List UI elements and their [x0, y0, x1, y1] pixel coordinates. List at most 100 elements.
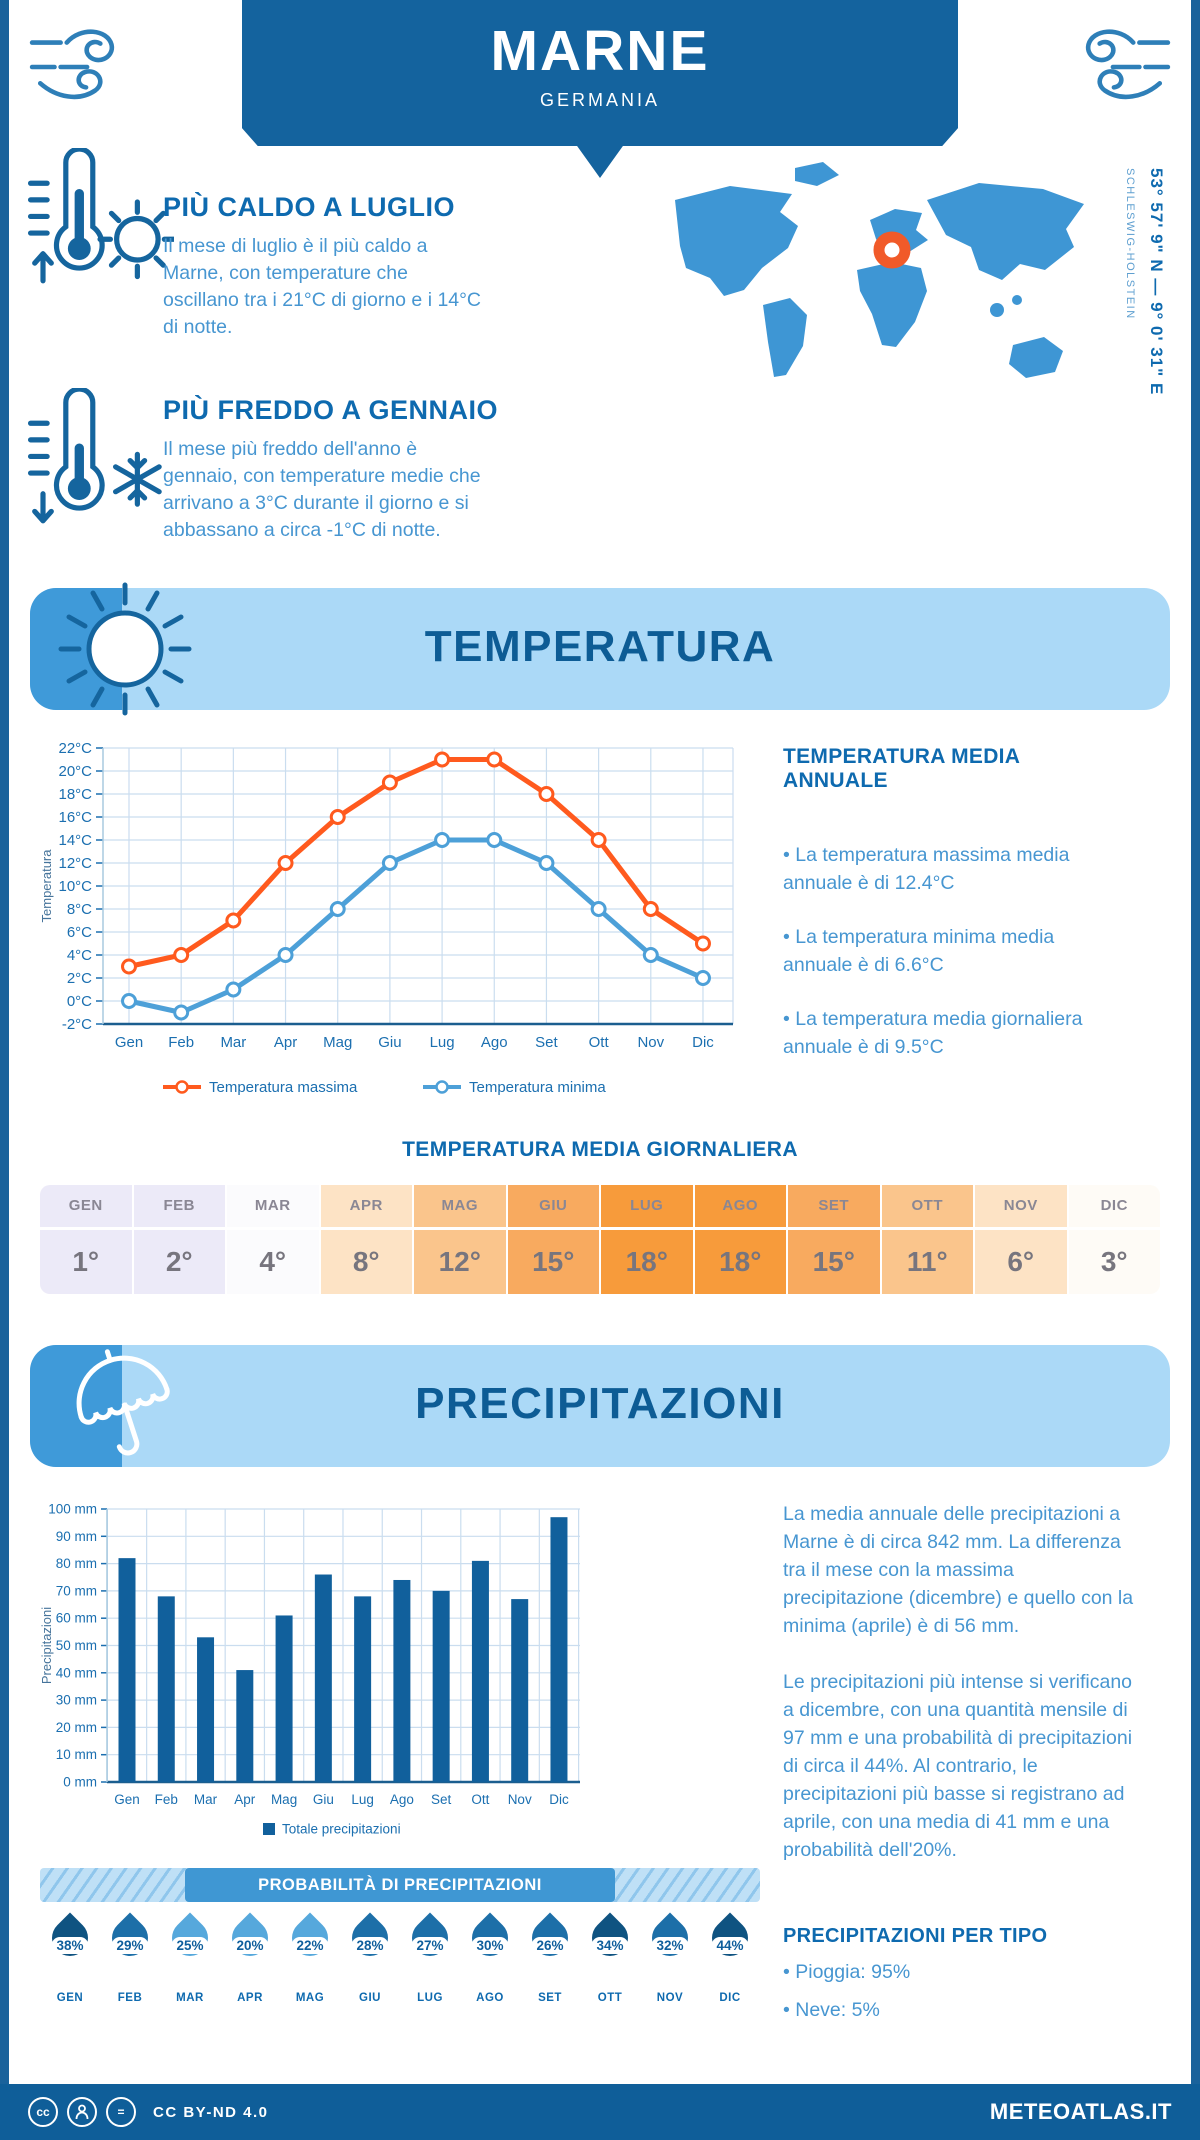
annual-bullet: • La temperatura minima media annuale è …: [783, 926, 1055, 976]
monthly-temperature-table: GEN 1° FEB 2° MAR 4° APR 8° MAG 12° GIU 15° LUG 18° AG…: [40, 1185, 1160, 1294]
svg-text:70 mm: 70 mm: [56, 1583, 97, 1598]
temperature-chart: 22°C 20°C 18°C 16°C 14°C 12°C 10°C 8°C 6°C 4°C 2°C…: [35, 735, 765, 1115]
svg-text:30 mm: 30 mm: [56, 1693, 97, 1708]
probability-percent: 20%: [231, 1937, 269, 1954]
probability-percent: 27%: [411, 1937, 449, 1954]
probability-percent: 34%: [591, 1937, 629, 1954]
svg-text:40 mm: 40 mm: [56, 1665, 97, 1680]
table-temperature-value: 2°: [133, 1230, 225, 1294]
svg-text:Giu: Giu: [313, 1792, 334, 1807]
probability-percent: 22%: [291, 1937, 329, 1954]
table-temperature-value: 12°: [414, 1230, 506, 1294]
table-month-header: SET: [788, 1185, 880, 1227]
svg-text:Mag: Mag: [323, 1034, 352, 1051]
table-month-header: AGO: [694, 1185, 786, 1227]
precipitation-paragraph: La media annuale delle precipitazioni a …: [783, 1503, 1134, 1637]
annual-bullet: • La temperatura massima media annuale è…: [783, 844, 1070, 894]
precipitation-types: PRECIPITAZIONI PER TIPO • Pioggia: 95% •…: [783, 1925, 1123, 2024]
svg-text:16°C: 16°C: [58, 809, 92, 826]
precipitation-section-title: PRECIPITAZIONI: [415, 1379, 785, 1428]
precipitation-section-banner: PRECIPITAZIONI: [30, 1345, 1170, 1467]
svg-text:Gen: Gen: [114, 1792, 140, 1807]
probability-month: MAR: [176, 1992, 204, 2004]
svg-text:4°C: 4°C: [67, 947, 92, 964]
probability-percent: 28%: [351, 1937, 389, 1954]
table-month-header: APR: [320, 1185, 412, 1227]
probability-percent: 30%: [471, 1937, 509, 1954]
footer-bar: cc = CC BY-ND 4.0 METEOATLAS.IT: [0, 2084, 1200, 2140]
probability-month: DIC: [719, 1992, 741, 2004]
annual-bullet: • La temperatura media giornaliera annua…: [783, 1008, 1083, 1058]
probability-percent: 32%: [651, 1937, 689, 1954]
svg-text:60 mm: 60 mm: [56, 1611, 97, 1626]
svg-text:Dic: Dic: [692, 1034, 714, 1051]
svg-text:12°C: 12°C: [58, 855, 92, 872]
temperature-section-title: TEMPERATURA: [424, 622, 776, 671]
svg-text:Gen: Gen: [115, 1034, 143, 1051]
svg-text:Dic: Dic: [549, 1792, 569, 1807]
svg-text:10 mm: 10 mm: [56, 1747, 97, 1762]
table-column: APR 8°: [320, 1185, 412, 1294]
wind-icon: [29, 29, 115, 100]
svg-text:Set: Set: [535, 1034, 558, 1051]
svg-text:22°C: 22°C: [58, 740, 92, 757]
table-column: GEN 1°: [40, 1185, 132, 1294]
sun-rays: [58, 582, 192, 716]
world-map: [675, 162, 1084, 378]
brand-label: METEOATLAS.IT: [989, 2099, 1172, 2124]
map-region-label: SCHLESWIG-HOLSTEIN: [1124, 168, 1136, 320]
svg-text:Ago: Ago: [481, 1034, 508, 1051]
table-temperature-value: 8°: [320, 1230, 412, 1294]
attribution-person-icon: [67, 2097, 97, 2127]
cc-icon: cc: [28, 2097, 58, 2127]
probability-item: 38% GEN: [40, 1910, 100, 2020]
svg-text:90 mm: 90 mm: [56, 1529, 97, 1544]
probability-item: 22% MAG: [280, 1910, 340, 2020]
table-column: AGO 18°: [694, 1185, 786, 1294]
probability-item: 26% SET: [520, 1910, 580, 2020]
svg-text:Nov: Nov: [508, 1792, 532, 1807]
table-temperature-value: 18°: [694, 1230, 786, 1294]
highlight-cold-text: Il mese più freddo dell'anno è gennaio, …: [163, 438, 481, 541]
probability-month: SET: [538, 1992, 562, 2004]
highlight-warm-title: PIÙ CALDO A LUGLIO: [163, 192, 455, 222]
page-title: MARNE: [490, 19, 710, 83]
probability-percent: 25%: [171, 1937, 209, 1954]
license-group: cc = CC BY-ND 4.0: [28, 2084, 269, 2140]
svg-text:80 mm: 80 mm: [56, 1556, 97, 1571]
wind-icon: [1085, 29, 1171, 100]
umbrella-icon: [76, 1349, 170, 1456]
highlight-cold-title: PIÙ FREDDO A GENNAIO: [163, 395, 499, 425]
table-temperature-value: 4°: [227, 1230, 319, 1294]
table-temperature-value: 3°: [1068, 1230, 1160, 1294]
svg-text:20°C: 20°C: [58, 763, 92, 780]
table-column: OTT 11°: [881, 1185, 973, 1294]
svg-text:Mar: Mar: [194, 1792, 218, 1807]
svg-text:50 mm: 50 mm: [56, 1638, 97, 1653]
probability-month: AGO: [476, 1992, 504, 2004]
probability-month: MAG: [295, 1992, 325, 2004]
svg-text:Feb: Feb: [168, 1034, 194, 1051]
svg-text:Ott: Ott: [589, 1034, 610, 1051]
svg-text:14°C: 14°C: [58, 832, 92, 849]
table-month-header: MAR: [227, 1185, 319, 1227]
left-border-stripe: [0, 0, 9, 2140]
svg-text:Mag: Mag: [271, 1792, 297, 1807]
svg-text:8°C: 8°C: [67, 901, 92, 918]
svg-text:Feb: Feb: [155, 1792, 178, 1807]
probability-item: 29% FEB: [100, 1910, 160, 2020]
svg-text:Mar: Mar: [220, 1034, 246, 1051]
svg-text:6°C: 6°C: [67, 924, 92, 941]
thermometer-sun-icon: [27, 148, 174, 284]
precipitation-chart: 100 mm 90 mm 80 mm 70 mm 60 mm 50 mm 40 mm 30 m…: [35, 1475, 655, 1875]
table-month-header: MAG: [414, 1185, 506, 1227]
probability-item: 44% DIC: [700, 1910, 760, 2020]
probability-month: APR: [237, 1992, 263, 2004]
precipitation-probability-section: PROBABILITÀ DI PRECIPITAZIONI 38% GEN 29% F…: [40, 1868, 760, 2020]
probability-percent: 29%: [111, 1937, 149, 1954]
annual-temperature-summary: TEMPERATURA MEDIA ANNUALE • La temperatu…: [783, 745, 1123, 1061]
umbrella-icon-square: [30, 1345, 122, 1467]
probability-item: 32% NOV: [640, 1910, 700, 2020]
precipitation-type-item: • Neve: 5%: [783, 1999, 880, 2021]
svg-text:2°C: 2°C: [67, 970, 92, 987]
